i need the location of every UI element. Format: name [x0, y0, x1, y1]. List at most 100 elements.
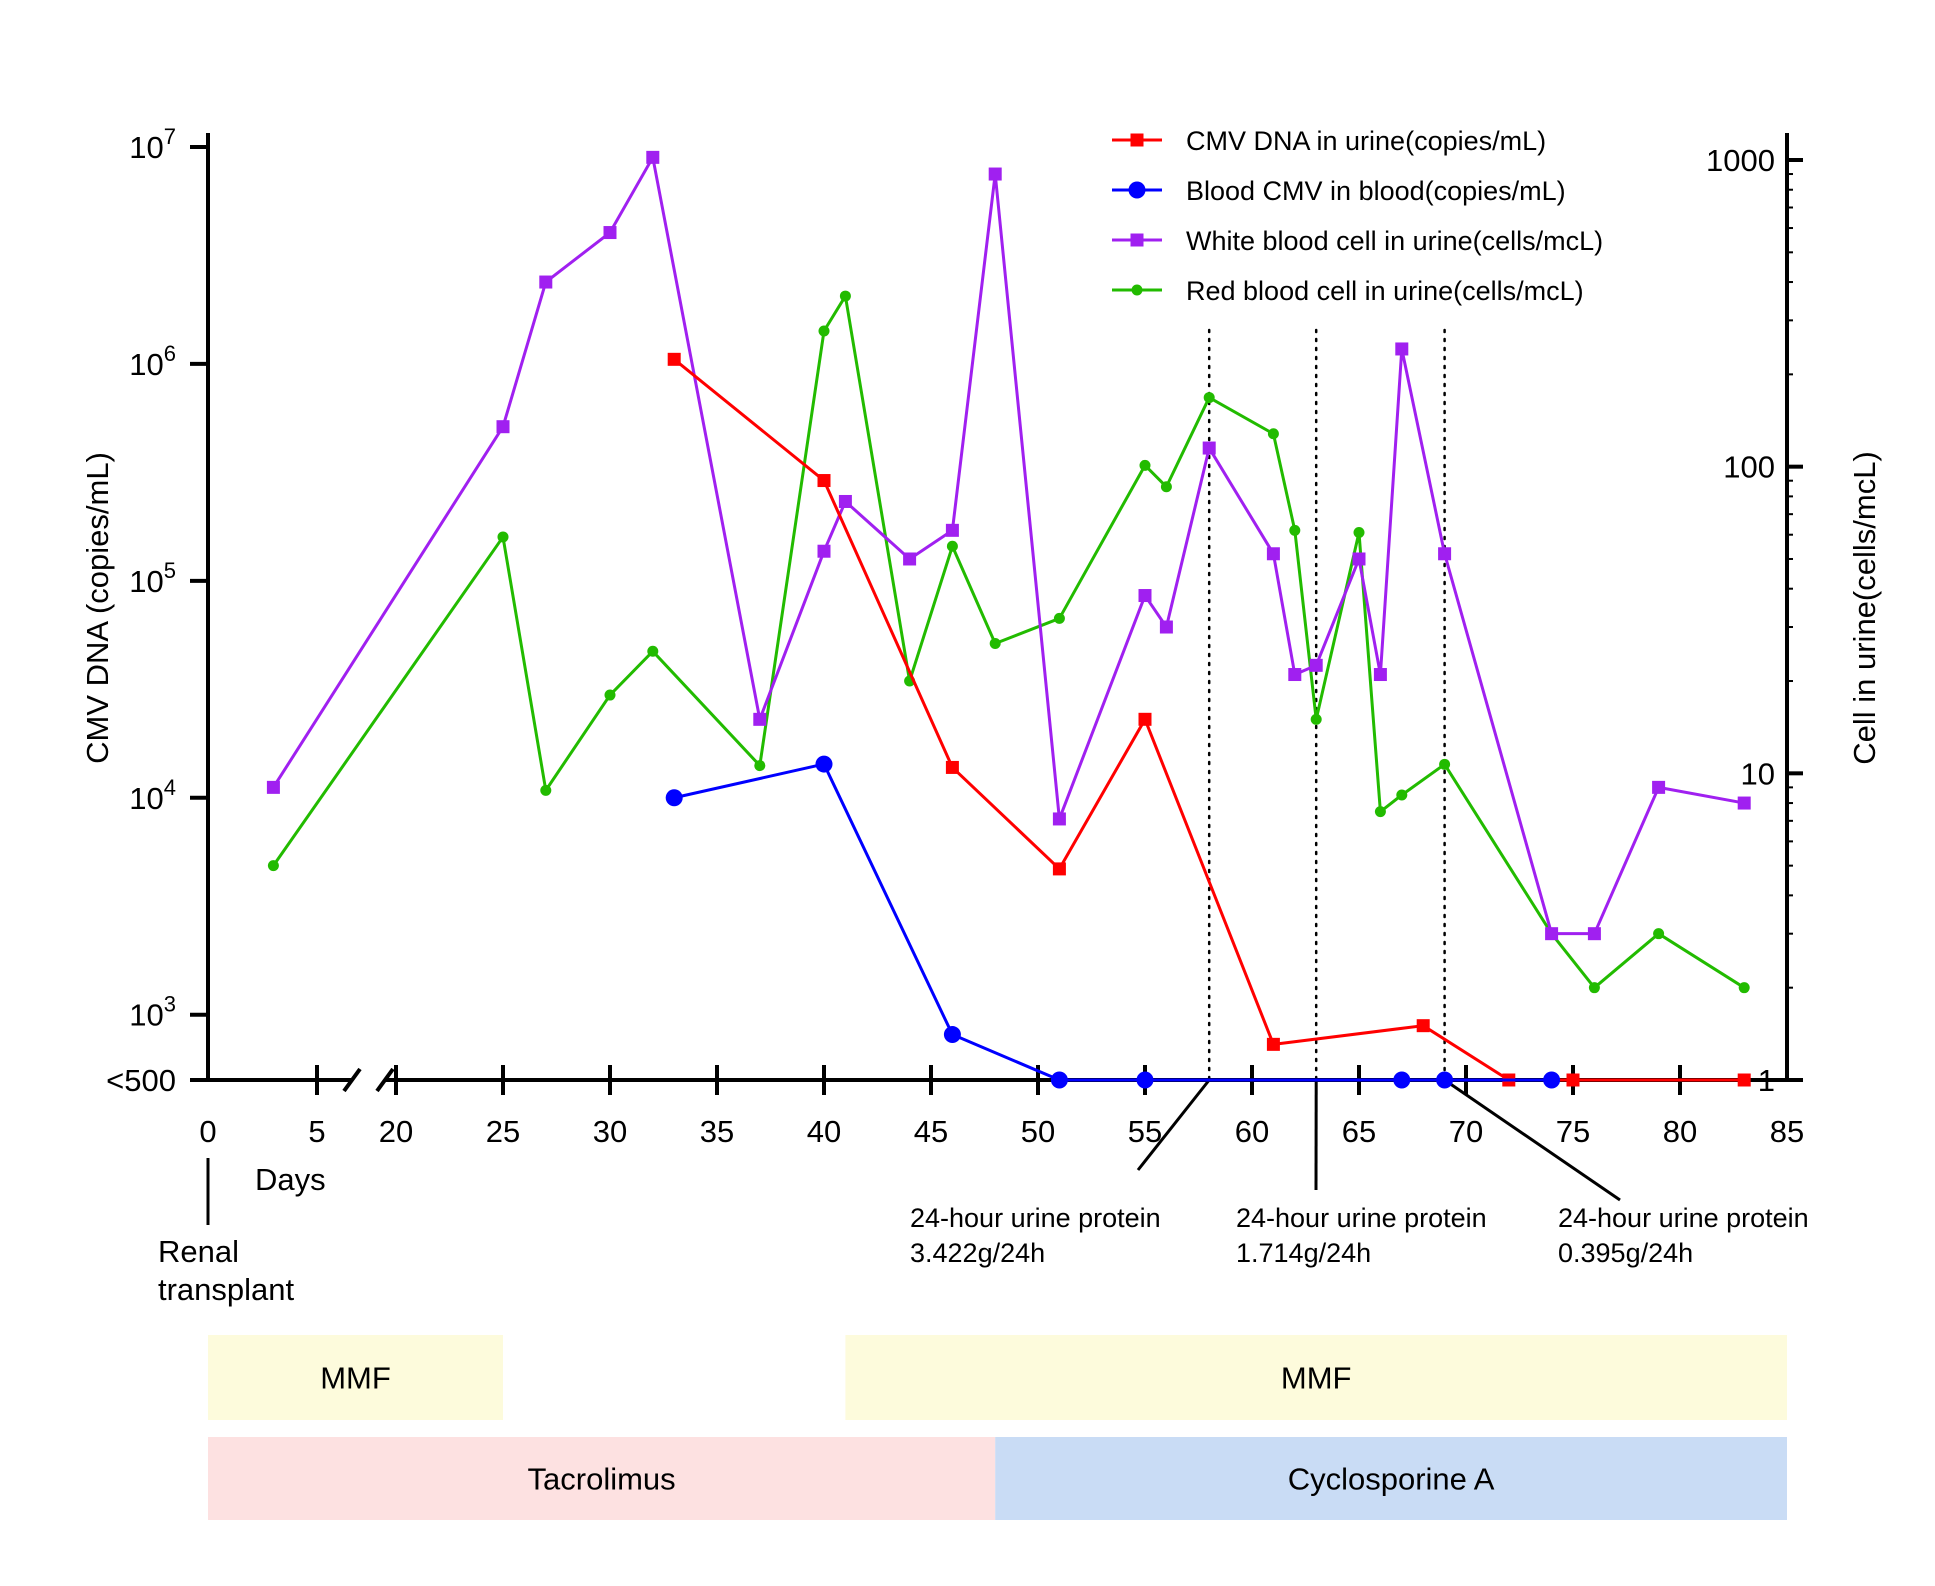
data-point	[1310, 713, 1322, 725]
reference-label: 24-hour urine protein	[1236, 1203, 1487, 1233]
treatment-bar-label: MMF	[1281, 1361, 1352, 1396]
data-point	[1052, 812, 1066, 826]
legend: CMV DNA in urine(copies/mL) Blood CMV in …	[1112, 126, 1603, 306]
data-point	[1416, 1019, 1430, 1033]
axis-break-mark	[342, 1067, 362, 1093]
data-point	[1160, 481, 1172, 493]
data-point	[1289, 524, 1301, 536]
x-tick-label: 30	[593, 1114, 627, 1149]
data-point	[1353, 526, 1365, 538]
data-point	[903, 552, 917, 566]
x-tick-label: 25	[486, 1114, 520, 1149]
x-tick-label: 5	[308, 1114, 325, 1149]
reference-value: 0.395g/24h	[1558, 1238, 1693, 1268]
treatment-bar-label: MMF	[320, 1361, 391, 1396]
right-y-tick-label: 100	[1723, 450, 1775, 485]
data-point	[1374, 806, 1386, 818]
data-point	[603, 226, 617, 240]
legend-label: Blood CMV in blood(copies/mL)	[1186, 176, 1566, 206]
data-point	[753, 712, 767, 726]
tick-exponent: 6	[164, 341, 176, 366]
data-point	[1309, 658, 1323, 672]
data-point	[838, 494, 852, 508]
data-point	[943, 1026, 961, 1044]
x-tick-label: 65	[1342, 1114, 1376, 1149]
data-point	[1543, 1071, 1561, 1089]
reference-leader-line	[1443, 1078, 1621, 1202]
data-point	[1587, 927, 1601, 941]
legend-item: Blood CMV in blood(copies/mL)	[1112, 176, 1566, 206]
treatment-bar-label: Cyclosporine A	[1288, 1462, 1495, 1497]
data-point	[1545, 927, 1559, 941]
data-point	[1128, 181, 1146, 199]
data-point	[604, 689, 616, 701]
axis-break-mark	[375, 1067, 395, 1093]
right-y-tick-label: 1000	[1706, 143, 1775, 178]
tick-exponent: 4	[164, 775, 176, 800]
x-tick-label: 35	[700, 1114, 734, 1149]
data-point	[1439, 758, 1451, 770]
data-point	[1130, 233, 1144, 247]
right-y-tick-label: 10	[1741, 756, 1775, 791]
data-point	[665, 789, 683, 807]
data-point	[839, 290, 851, 302]
data-point	[1159, 620, 1173, 634]
data-point	[667, 352, 681, 366]
x-tick-label: 75	[1556, 1114, 1590, 1149]
treatment-bar-4	[995, 1437, 1787, 1520]
left-y-tick-label: 107	[129, 124, 176, 165]
legend-label: CMV DNA in urine(copies/mL)	[1186, 126, 1546, 156]
data-point	[1138, 712, 1152, 726]
data-point	[1653, 928, 1665, 940]
data-point	[817, 544, 831, 558]
x-tick-label: 85	[1770, 1114, 1804, 1149]
treatment-bars: MMF MMF Tacrolimus Cyclosporine A	[208, 1335, 1787, 1520]
series-line	[272, 294, 1746, 990]
data-point	[1737, 1073, 1751, 1087]
legend-item: White blood cell in urine(cells/mcL)	[1112, 226, 1603, 256]
annotations: 24-hour urine protein 3.422g/24h 24-hour u…	[158, 1158, 1809, 1307]
data-point	[1288, 668, 1302, 682]
tick-base: 10	[129, 347, 163, 382]
series-line	[272, 155, 1745, 936]
data-point	[266, 780, 280, 794]
data-point	[1395, 342, 1409, 356]
data-point	[1373, 668, 1387, 682]
legend-item: Red blood cell in urine(cells/mcL)	[1112, 276, 1584, 306]
x-tick-label: 45	[914, 1114, 948, 1149]
data-point	[1138, 589, 1152, 603]
transplant-label: transplant	[158, 1272, 295, 1307]
right-y-tick-label: 1	[1758, 1063, 1775, 1098]
data-point	[540, 784, 552, 796]
tick-exponent: 3	[164, 992, 176, 1017]
data-point	[1203, 392, 1215, 404]
tick-base: 10	[129, 564, 163, 599]
data-point	[818, 325, 830, 337]
data-point	[539, 275, 553, 289]
data-point	[988, 167, 1002, 181]
data-point	[815, 755, 833, 773]
data-point	[646, 150, 660, 164]
data-point	[1266, 547, 1280, 561]
data-point	[1738, 982, 1750, 994]
series-2	[665, 755, 1561, 1089]
data-point	[496, 420, 510, 434]
data-point	[1438, 547, 1452, 561]
reference-label: 24-hour urine protein	[910, 1203, 1161, 1233]
x-tick-label: 55	[1128, 1114, 1162, 1149]
reference-label: 24-hour urine protein	[1558, 1203, 1809, 1233]
series-group	[266, 150, 1751, 1089]
data-point	[1267, 428, 1279, 440]
series-line	[673, 762, 1552, 1082]
data-point	[1130, 133, 1144, 147]
tick-base: <500	[106, 1063, 176, 1098]
data-point	[1266, 1037, 1280, 1051]
data-point	[1352, 552, 1366, 566]
x-axis-title: Days	[255, 1162, 326, 1197]
left-y-tick-label: <500	[106, 1063, 176, 1098]
data-point	[1052, 862, 1066, 876]
data-point	[647, 645, 659, 657]
axes: 0 5 20 25 30 35 40 45 50 55 60 65 70 75 80 85Days<50010…	[80, 124, 1882, 1197]
data-point	[1588, 982, 1600, 994]
